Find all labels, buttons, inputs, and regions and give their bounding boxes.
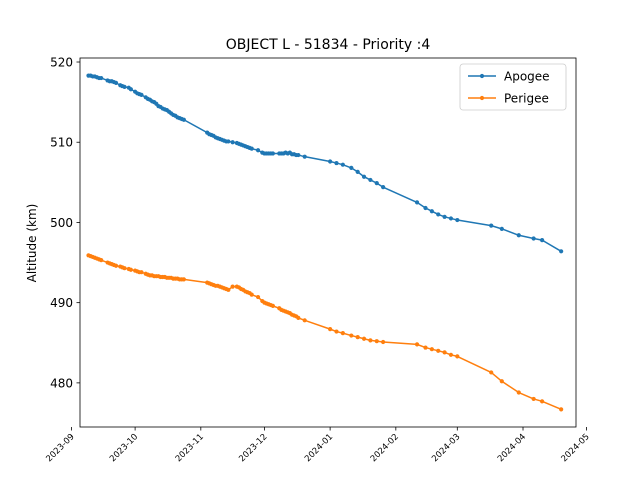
apogee-point — [355, 169, 360, 175]
apogee-point — [448, 216, 454, 221]
y-tick-label: 510 — [50, 136, 73, 150]
perigee-point — [436, 348, 441, 353]
apogee-point — [128, 87, 133, 92]
apogee-point — [442, 214, 447, 219]
apogee-point — [455, 217, 460, 223]
perigee-point — [122, 266, 127, 271]
series-group — [86, 73, 564, 412]
perigee-point — [340, 331, 345, 336]
perigee-point — [296, 315, 301, 320]
y-tick-label: 480 — [50, 376, 73, 390]
apogee-point — [559, 249, 564, 254]
perigee-point — [361, 336, 367, 341]
y-tick-label: 500 — [50, 216, 73, 230]
perigee-point — [531, 396, 536, 402]
perigee-point — [249, 292, 254, 297]
perigee-point — [368, 338, 373, 343]
perigee-point — [516, 390, 521, 395]
y-tick-label: 520 — [50, 56, 73, 70]
perigee-point — [255, 294, 261, 300]
y-tick-label: 490 — [50, 296, 73, 310]
perigee-point — [302, 318, 307, 323]
perigee-point — [113, 263, 119, 268]
apogee-point — [249, 146, 254, 151]
perigee-point — [381, 339, 386, 345]
perigee-point — [99, 258, 104, 263]
perigee-point — [226, 287, 231, 292]
apogee-point — [226, 139, 231, 144]
apogee-point — [499, 226, 504, 231]
legend-perigee-label: Perigee — [504, 92, 549, 106]
apogee-point — [302, 154, 307, 159]
perigee-point — [139, 270, 144, 275]
apogee-point — [270, 151, 275, 156]
apogee-point — [296, 152, 301, 158]
perigee-point — [355, 335, 360, 340]
perigee-point — [374, 339, 379, 344]
perigee-point — [429, 347, 434, 352]
apogee-point — [334, 160, 339, 166]
apogee-point — [423, 205, 428, 211]
legend-perigee-marker — [479, 95, 485, 101]
legend: Apogee Perigee — [459, 63, 567, 111]
apogee-point — [328, 159, 333, 164]
perigee-point — [328, 327, 333, 332]
chart-title: OBJECT L - 51834 - Priority :4 — [226, 37, 431, 53]
plot-area — [86, 73, 564, 412]
perigee-point — [499, 379, 504, 384]
perigee-point — [230, 284, 235, 289]
apogee-point — [255, 148, 261, 153]
apogee-point — [368, 177, 373, 183]
apogee-point — [349, 165, 354, 170]
apogee-point — [122, 84, 127, 89]
apogee-point — [436, 212, 441, 217]
apogee-point — [230, 140, 235, 145]
apogee-point — [489, 223, 494, 228]
perigee-point — [423, 345, 428, 350]
apogee-point — [99, 75, 104, 81]
apogee-point — [539, 237, 545, 243]
perigee-point — [455, 354, 460, 359]
perigee-point — [270, 303, 275, 308]
apogee-point — [181, 117, 186, 122]
apogee-point — [361, 174, 367, 179]
apogee-point — [340, 162, 345, 167]
apogee-point — [113, 80, 119, 85]
perigee-point — [414, 342, 420, 347]
apogee-point — [414, 200, 420, 205]
apogee-point — [531, 236, 536, 241]
perigee-point — [442, 350, 447, 355]
perigee-point — [349, 333, 354, 338]
axes-frame — [79, 57, 577, 428]
perigee-point — [334, 329, 339, 334]
apogee-point — [516, 233, 521, 238]
y-axis-label: Altitude (km) — [25, 204, 39, 283]
perigee-point — [559, 407, 564, 412]
perigee-point — [489, 370, 494, 375]
perigee-point — [539, 399, 545, 404]
perigee-point — [128, 267, 133, 272]
apogee-point — [429, 209, 434, 214]
apogee-point — [381, 185, 386, 190]
legend-apogee-label: Apogee — [504, 70, 550, 84]
apogee-point — [374, 181, 379, 186]
perigee-point — [448, 352, 454, 357]
perigee-point — [181, 277, 186, 282]
legend-apogee-marker — [479, 73, 485, 79]
apogee-point — [139, 92, 144, 97]
